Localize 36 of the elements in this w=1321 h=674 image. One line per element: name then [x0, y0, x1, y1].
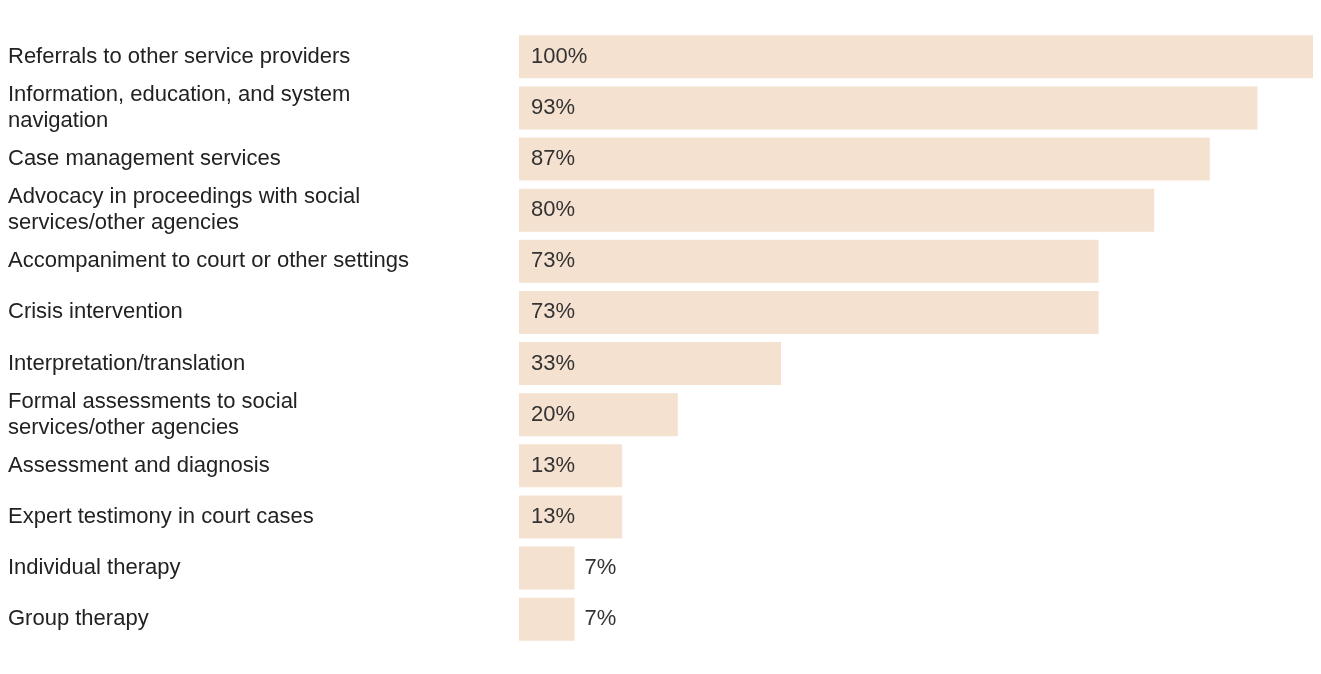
data-label: 73%: [531, 298, 576, 324]
data-label: 33%: [531, 349, 576, 375]
data-label: 7%: [584, 605, 617, 631]
y-tick-label: Expert testimony in court cases: [8, 503, 314, 529]
data-label: 100%: [531, 42, 588, 68]
y-tick-label: Assessment and diagnosis: [8, 451, 270, 477]
bar: [519, 290, 1099, 334]
y-tick-label: Advocacy in proceedings with social services/other agencies: [8, 183, 361, 235]
y-tick-label: Crisis intervention: [8, 298, 183, 324]
bar: [519, 35, 1313, 79]
y-tick-label: Information, education, and system navigation: [8, 80, 351, 133]
data-label: 20%: [531, 400, 576, 426]
y-tick-label: Individual therapy: [8, 554, 181, 580]
bar: [519, 86, 1258, 130]
bar: [519, 342, 782, 386]
data-label: 73%: [531, 247, 576, 273]
y-tick-label: Interpretation/translation: [8, 349, 246, 375]
y-tick-label: Case management services: [8, 145, 281, 171]
bar: [519, 444, 623, 488]
data-label: 13%: [531, 503, 576, 529]
bar: [519, 239, 1099, 283]
bar: [519, 137, 1210, 181]
y-tick-label: Group therapy: [8, 605, 149, 631]
bar: [519, 546, 575, 590]
data-label: 7%: [584, 554, 617, 580]
data-label: 13%: [531, 451, 576, 477]
data-label: 87%: [531, 145, 576, 171]
y-tick-label: Accompaniment to court or other settings: [8, 247, 410, 273]
bar: [519, 597, 575, 641]
bar: [519, 188, 1155, 232]
bar: [519, 393, 678, 437]
y-tick-label: Formal assessments to social services/other agencies: [8, 387, 298, 439]
y-tick-label: Referrals to other service providers: [8, 42, 351, 68]
bar: [519, 495, 623, 539]
data-label: 93%: [531, 93, 576, 119]
data-label: 80%: [531, 196, 576, 222]
